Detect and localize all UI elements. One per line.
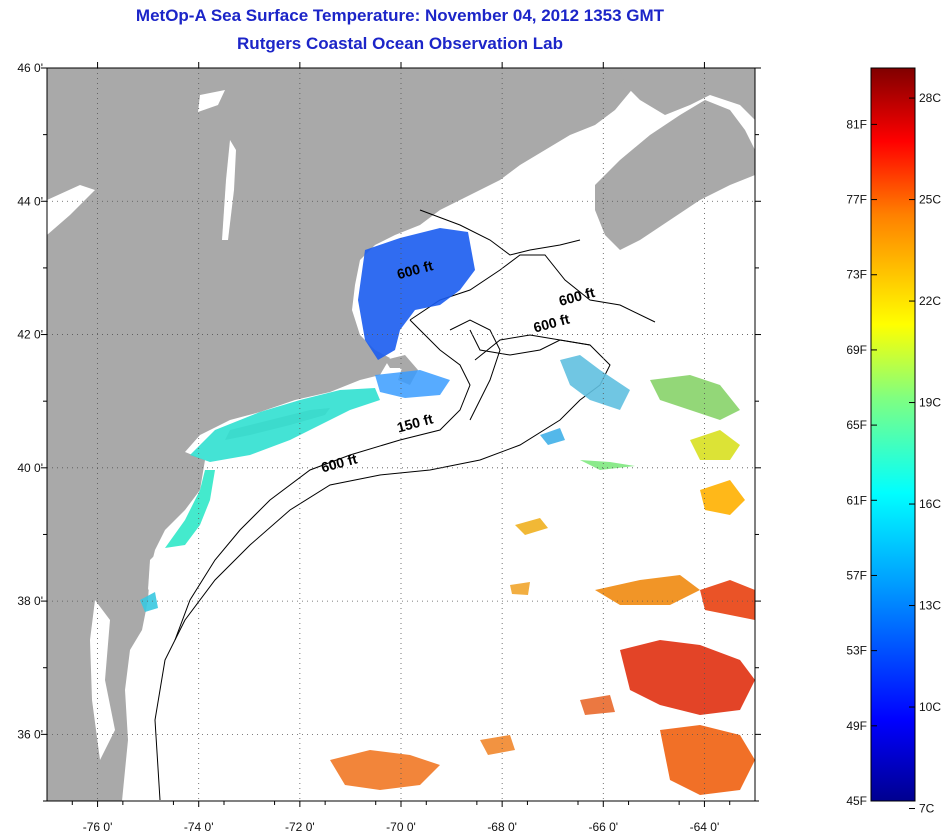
colorbar-f-label: 69F <box>846 343 867 357</box>
lon-tick-label: -66 0' <box>588 820 618 834</box>
sst-warm-mid-2 <box>595 575 700 605</box>
colorbar-c-label: 25C <box>919 193 941 207</box>
lon-tick-label: -68 0' <box>487 820 517 834</box>
colorbar-c-label: 10C <box>919 700 941 714</box>
colorbar-f-label: 73F <box>846 268 867 282</box>
lon-tick-label: -72 0' <box>285 820 315 834</box>
figure-subtitle: Rutgers Coastal Ocean Observation Lab <box>237 34 563 53</box>
sst-warm-scatter-1 <box>510 582 530 595</box>
lake-small-1 <box>198 90 225 112</box>
contour-150ft-shelf <box>174 319 471 641</box>
sst-warm-mid-3 <box>700 580 755 620</box>
colorbar-c-label: 7C <box>919 802 935 816</box>
contour-gulf-maine <box>409 254 656 323</box>
lon-tick-label: -76 0' <box>83 820 113 834</box>
lat-tick-label: 46 0' <box>17 61 43 75</box>
lon-tick-label: -70 0' <box>386 820 416 834</box>
sst-warm-scatter-3 <box>480 735 515 755</box>
land-canada-north <box>620 68 755 120</box>
sst-warm-mid-1 <box>515 518 548 535</box>
sst-warm-south-1 <box>620 640 755 715</box>
sst-mid-atlantic <box>165 470 215 548</box>
bathymetry-contours <box>154 209 656 801</box>
sst-warm-east-1 <box>700 480 745 515</box>
colorbar-c-label: 16C <box>919 497 941 511</box>
colorbar-f-label: 53F <box>846 644 867 658</box>
lake-champlain <box>222 140 236 240</box>
sst-warm-scatter-2 <box>580 695 615 715</box>
colorbar <box>870 67 916 802</box>
sst-gulf-maine-blue <box>358 228 475 360</box>
figure-title: MetOp-A Sea Surface Temperature: Novembe… <box>135 6 665 25</box>
sst-warm-south-3 <box>330 750 440 790</box>
colorbar-c-label: 13C <box>919 599 941 613</box>
lon-tick-label: -74 0' <box>184 820 214 834</box>
sst-nj-shelf <box>140 592 158 612</box>
sst-southern-ne <box>190 388 380 462</box>
colorbar-c-label: 22C <box>919 294 941 308</box>
sst-gulf-maine-light <box>375 370 450 398</box>
contour-inner <box>449 319 501 421</box>
lat-tick-label: 44 0' <box>17 194 43 208</box>
sst-data-layer <box>140 228 755 795</box>
lat-tick-label: 42 0' <box>17 328 43 342</box>
chesapeake-bay <box>90 600 115 760</box>
colorbar-f-label: 81F <box>846 117 867 131</box>
sst-georges-north <box>560 355 630 410</box>
colorbar-f-label: 61F <box>846 493 867 507</box>
lat-tick-label: 40 0' <box>17 461 43 475</box>
lat-tick-label: 36 0' <box>17 727 43 741</box>
contour-600ft-shelf <box>154 329 611 801</box>
delaware-bay <box>148 545 165 590</box>
colorbar-labels: 45F 49F 53F 57F 61F 65F 69F 73F 77F 81F 7C 10C 13C 16… <box>846 91 941 815</box>
contour-georges-bank <box>474 334 591 361</box>
land-us-coast <box>47 68 640 801</box>
sst-warm-east-2 <box>690 430 740 460</box>
colorbar-f-label: 45F <box>846 794 867 808</box>
colorbar-c-label: 28C <box>919 91 941 105</box>
lake-small-2 <box>47 185 95 235</box>
colorbar-f-label: 57F <box>846 568 867 582</box>
colorbar-f-label: 49F <box>846 719 867 733</box>
contour-nearshore <box>419 209 581 256</box>
colorbar-f-label: 77F <box>846 193 867 207</box>
colorbar-c-label: 19C <box>919 396 941 410</box>
map-grid <box>47 68 755 801</box>
sst-warm-east-3 <box>650 375 740 420</box>
lon-tick-label: -64 0' <box>690 820 720 834</box>
land-nova-scotia <box>595 100 755 250</box>
map-axes: -76 0' -74 0' -72 0' -70 0' -68 0' -66 0' -64 … <box>17 61 761 834</box>
sst-georges-east <box>540 428 565 445</box>
colorbar-f-label: 65F <box>846 418 867 432</box>
sst-warm-south-2 <box>660 725 755 795</box>
sst-georges-south <box>580 460 635 470</box>
lat-tick-label: 38 0' <box>17 594 43 608</box>
